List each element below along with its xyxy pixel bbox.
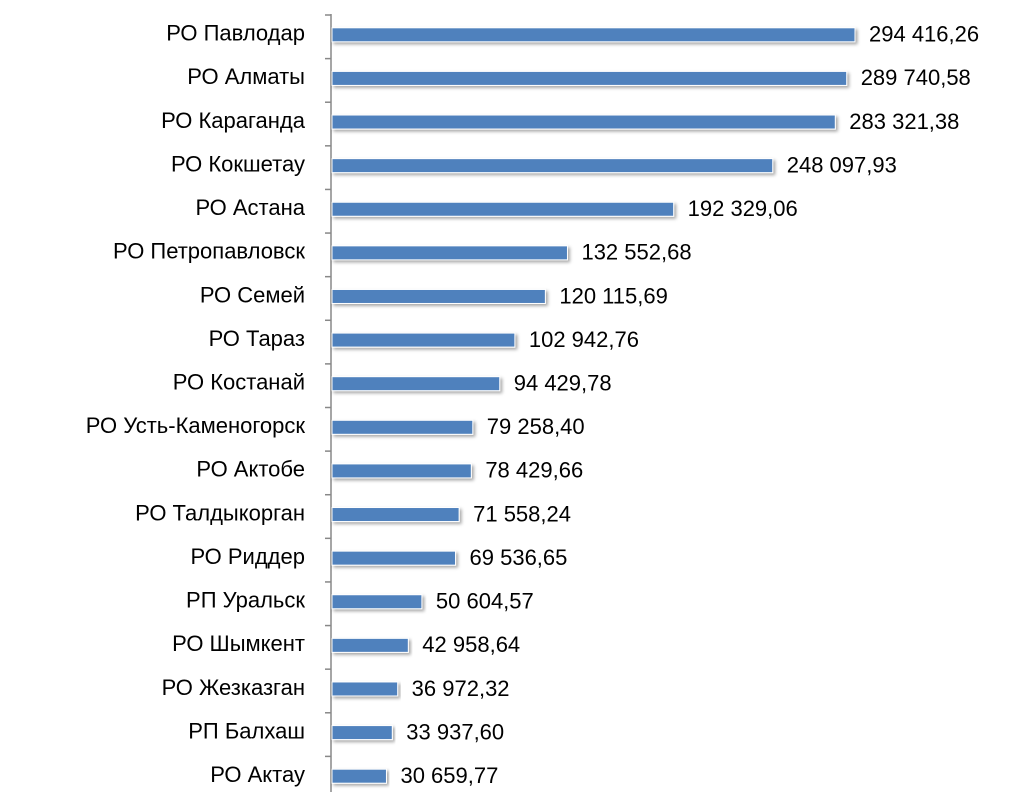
data-label: 30 659,77 bbox=[400, 763, 498, 788]
y-tick-label: РО Усть-Каменогорск bbox=[86, 413, 306, 438]
y-tick-label: РО Алматы bbox=[187, 64, 305, 89]
y-tick-label: РП Балхаш bbox=[188, 718, 305, 743]
bar bbox=[331, 332, 516, 348]
bar bbox=[331, 376, 501, 392]
y-tick-label: РО Талдыкорган bbox=[135, 500, 305, 525]
data-label: 102 942,76 bbox=[529, 327, 639, 352]
data-label: 94 429,78 bbox=[514, 371, 612, 396]
bar bbox=[331, 550, 457, 566]
y-tick-label: РО Костанай bbox=[173, 370, 305, 395]
bar bbox=[331, 594, 423, 610]
bar bbox=[331, 681, 399, 697]
y-tick-label: РО Семей bbox=[200, 282, 305, 307]
data-label: 283 321,38 bbox=[849, 109, 959, 134]
data-label: 79 258,40 bbox=[487, 414, 585, 439]
data-label: 132 552,68 bbox=[581, 240, 691, 265]
y-tick-label: РО Астана bbox=[195, 195, 305, 220]
bar bbox=[331, 245, 568, 261]
data-label: 248 097,93 bbox=[787, 152, 897, 177]
data-label: 289 740,58 bbox=[861, 65, 971, 90]
bar bbox=[331, 507, 460, 523]
bar bbox=[331, 27, 856, 43]
data-label: 33 937,60 bbox=[406, 719, 504, 744]
bar bbox=[331, 725, 393, 741]
data-label: 42 958,64 bbox=[422, 632, 520, 657]
data-label: 294 416,26 bbox=[869, 22, 979, 47]
y-tick-label: РО Тараз bbox=[209, 326, 305, 351]
y-tick-label: РО Петропавловск bbox=[113, 239, 305, 264]
data-label: 192 329,06 bbox=[688, 196, 798, 221]
y-tick-label: РП Уральск bbox=[186, 588, 305, 613]
data-label: 78 429,66 bbox=[485, 458, 583, 483]
y-tick-label: РО Павлодар bbox=[166, 21, 305, 46]
bar bbox=[331, 158, 774, 174]
bar bbox=[331, 201, 675, 217]
bar bbox=[331, 70, 848, 86]
y-tick-label: РО Кокшетау bbox=[171, 151, 305, 176]
data-label: 120 115,69 bbox=[559, 283, 667, 308]
y-tick-label: РО Караганда bbox=[161, 108, 306, 133]
y-tick-label: РО Жезказган bbox=[162, 675, 305, 700]
bar bbox=[331, 288, 546, 304]
bar bbox=[331, 114, 836, 130]
y-tick-label: РО Риддер bbox=[190, 544, 305, 569]
data-label: 69 536,65 bbox=[470, 545, 568, 570]
y-tick-label: РО Актау bbox=[210, 762, 305, 787]
bar bbox=[331, 768, 387, 784]
y-tick-label: РО Шымкент bbox=[172, 631, 305, 656]
bar bbox=[331, 463, 472, 479]
y-tick-label: РО Актобе bbox=[196, 457, 305, 482]
data-label: 71 558,24 bbox=[473, 501, 571, 526]
data-label: 36 972,32 bbox=[412, 676, 510, 701]
bar bbox=[331, 419, 474, 435]
bar bbox=[331, 637, 409, 653]
data-label: 50 604,57 bbox=[436, 589, 534, 614]
